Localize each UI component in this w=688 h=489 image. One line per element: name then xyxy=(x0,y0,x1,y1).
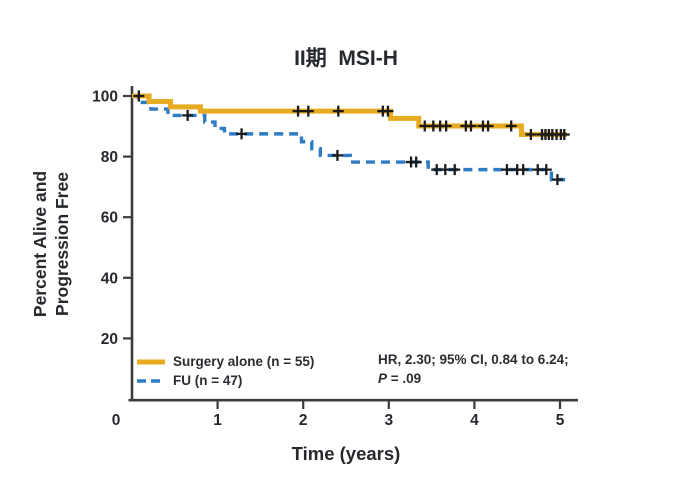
censor-mark xyxy=(332,105,344,117)
x-tick-label: 5 xyxy=(556,412,565,429)
censor-mark xyxy=(449,164,461,176)
y-tick-label: 20 xyxy=(101,331,118,348)
surgery-alone-line-swatch xyxy=(137,359,165,364)
legend: Surgery alone (n = 55) FU (n = 47) xyxy=(136,352,314,390)
censor-mark xyxy=(331,149,343,161)
x-tick-label: 4 xyxy=(470,412,479,429)
censor-mark xyxy=(517,164,529,176)
stats-annotation: HR, 2.30; 95% CI, 0.84 to 6.24; P = .09 xyxy=(378,350,569,388)
y-tick-label: 60 xyxy=(101,210,118,227)
fu-line-swatch xyxy=(137,378,165,383)
legend-label-fu: FU (n = 47) xyxy=(173,373,243,388)
x-tick-label: 0 xyxy=(112,412,121,429)
censor-mark xyxy=(558,128,570,140)
legend-label-surgery-alone: Surgery alone (n = 55) xyxy=(173,354,315,369)
censor-mark xyxy=(482,120,494,132)
censor-mark xyxy=(439,164,451,176)
survival-curve-surgery-alone xyxy=(132,93,567,137)
p-value-text: P = .09 xyxy=(378,369,569,388)
censor-mark xyxy=(133,90,145,102)
legend-item-fu: FU (n = 47) xyxy=(136,371,314,390)
censor-mark xyxy=(182,109,194,121)
censor-mark xyxy=(236,128,248,140)
censor-mark xyxy=(501,164,513,176)
censor-mark xyxy=(292,105,304,117)
censor-mark xyxy=(302,105,314,117)
censor-mark xyxy=(525,128,537,140)
x-axis-label: Time (years) xyxy=(291,443,401,464)
y-tick-label: 40 xyxy=(101,270,118,287)
x-tick-label: 2 xyxy=(299,412,308,429)
censor-mark xyxy=(540,164,552,176)
legend-item-surgery-alone: Surgery alone (n = 55) xyxy=(136,352,314,371)
censor-mark xyxy=(505,120,517,132)
x-tick-label: 1 xyxy=(213,412,222,429)
y-tick-label: 100 xyxy=(92,89,118,106)
censor-mark xyxy=(440,120,452,132)
p-value-symbol: P xyxy=(378,371,388,386)
hazard-ratio-text: HR, 2.30; 95% CI, 0.84 to 6.24; xyxy=(378,352,569,367)
chart-title: II期 MSI-H xyxy=(294,47,398,70)
x-tick-label: 3 xyxy=(384,412,393,429)
p-value-number: = .09 xyxy=(387,371,422,386)
censor-mark xyxy=(382,105,394,117)
censor-mark xyxy=(551,174,563,186)
censor-mark xyxy=(410,156,422,168)
censor-mark xyxy=(465,120,477,132)
y-tick-label: 80 xyxy=(101,149,118,166)
